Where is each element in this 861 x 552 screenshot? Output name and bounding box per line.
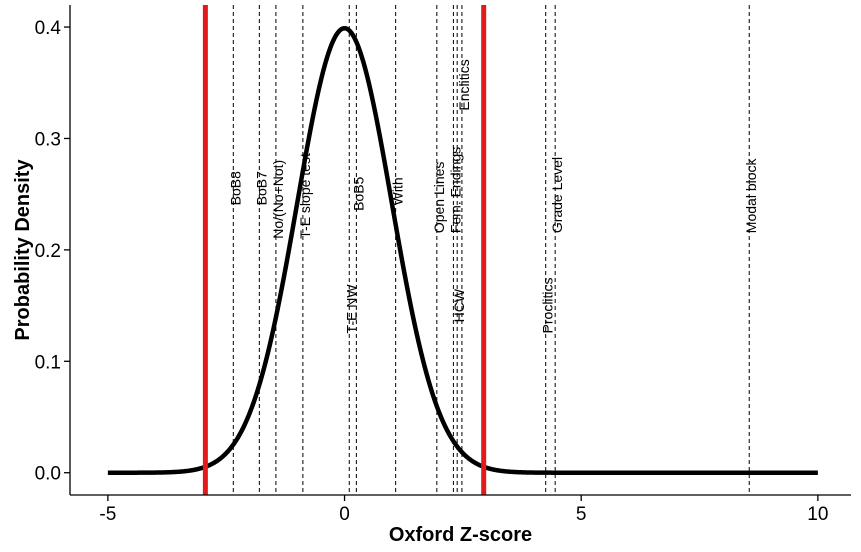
density-curve-layer <box>106 25 820 475</box>
reference-line-label: BoB7 <box>253 171 269 205</box>
y-tick-label: 0.4 <box>35 18 62 39</box>
threshold-lines <box>202 5 487 495</box>
x-tick-label: 10 <box>807 504 828 525</box>
reference-line-label: Grade Level <box>549 157 565 233</box>
y-tick-label: 0.3 <box>35 129 61 150</box>
reference-line-label: No/(No+Not) <box>270 160 286 239</box>
reference-line-label: Proclitics <box>540 277 556 333</box>
reference-line-label: With <box>390 177 406 205</box>
y-tick-label: 0.0 <box>35 464 61 485</box>
x-tick-label: 0 <box>339 504 350 525</box>
density-curve <box>106 25 820 475</box>
x-tick-label: 5 <box>576 504 587 525</box>
x-axis-title: Oxford Z-score <box>389 524 532 546</box>
y-axis-title: Probability Density <box>12 159 34 341</box>
x-tick-label: -5 <box>99 504 116 525</box>
reference-line-label: BoB8 <box>227 171 243 205</box>
reference-line-label: Modal block <box>743 157 759 233</box>
reference-lines <box>232 5 750 495</box>
reference-line-label: T-E NW <box>343 284 359 334</box>
y-tick-label: 0.2 <box>35 241 61 262</box>
reference-line-label: HCW <box>451 288 467 322</box>
axes: -5 0 5 10 0.0 0.1 0.2 0.3 0.4 <box>35 5 851 525</box>
y-tick-label: 0.1 <box>35 352 61 373</box>
reference-line-label: Enclitics <box>456 59 472 110</box>
reference-line-label: Open Lines <box>431 162 447 234</box>
reference-line-label: BoB5 <box>350 176 366 210</box>
reference-line-label: Fem. Endings <box>447 147 463 233</box>
